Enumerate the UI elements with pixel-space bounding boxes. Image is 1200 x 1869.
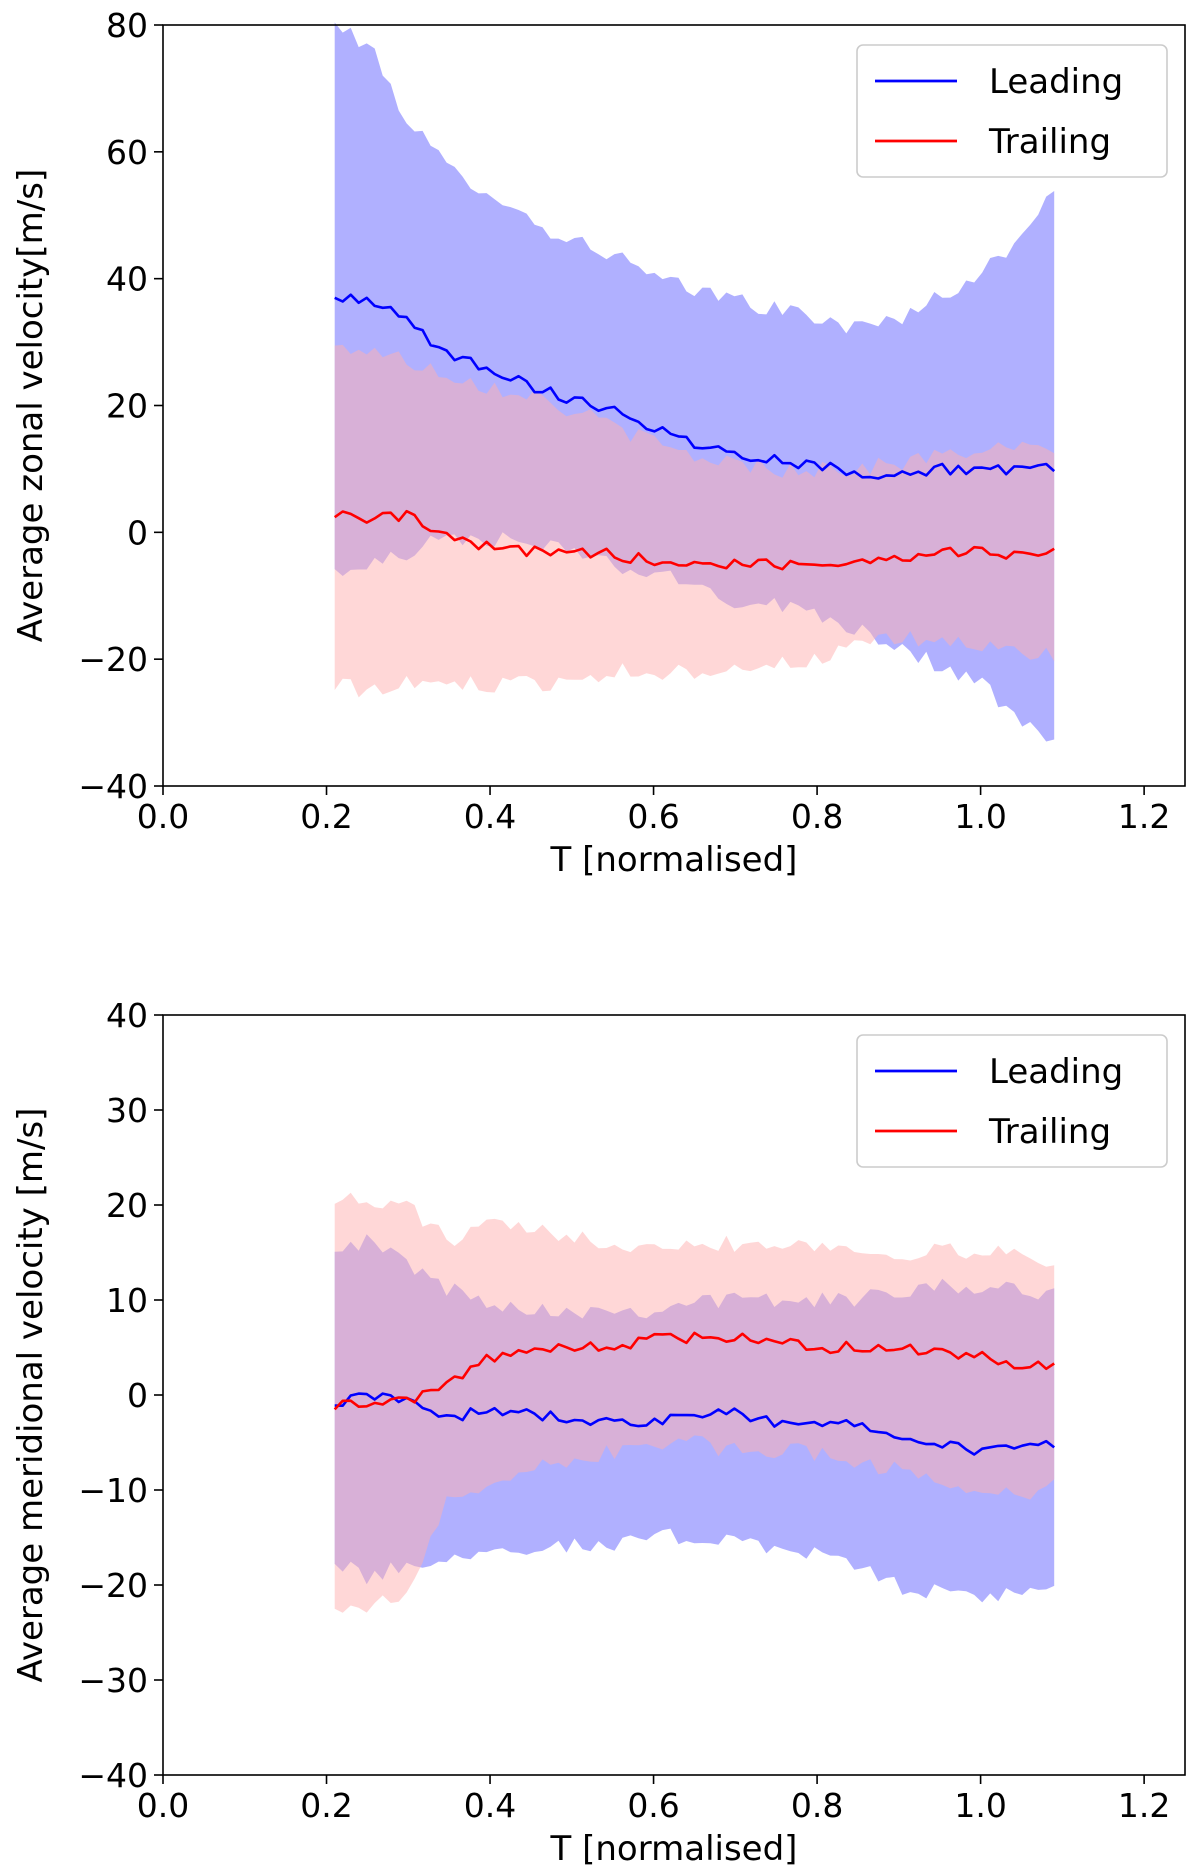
y-tick-label: −10	[78, 1471, 148, 1510]
line-trailing	[333, 509, 1055, 571]
legend: Leading Trailing	[856, 44, 1168, 178]
y-tick-label: 40	[106, 996, 148, 1035]
x-tick-label: 0.6	[627, 1786, 679, 1825]
x-tick-label: 0.8	[791, 1786, 843, 1825]
chart-panel-zonal: 0.0 0.2 0.4 0.6 0.8 1.0 1.2 −40 −20 0 20 40 60 80 T [n…	[11, 6, 1186, 880]
x-tick-label: 0.4	[464, 797, 516, 836]
x-tick-label: 0.0	[137, 1786, 189, 1825]
line-trailing	[333, 1331, 1055, 1411]
legend-box	[856, 44, 1168, 178]
y-tick-label: 80	[106, 6, 148, 45]
x-tick-label: 0.4	[464, 1786, 516, 1825]
y-tick-label: 40	[106, 260, 148, 299]
y-tick-label: 20	[106, 387, 148, 426]
legend-label-trailing: Trailing	[988, 122, 1111, 162]
x-tick-label: 1.2	[1118, 797, 1170, 836]
band-trailing	[334, 344, 1055, 698]
x-tick-label: 0.2	[300, 1786, 352, 1825]
y-tick-label: 30	[106, 1091, 148, 1130]
x-tick-label: 1.2	[1118, 1786, 1170, 1825]
line-leading	[334, 293, 1056, 480]
legend-box	[856, 1034, 1168, 1168]
x-tick-label: 0.6	[627, 797, 679, 836]
legend-label-leading: Leading	[989, 1052, 1123, 1092]
y-tick-label: 60	[106, 133, 148, 172]
chart-panel-meridional: 0.0 0.2 0.4 0.6 0.8 1.0 1.2 −40 −30 −20 −10 0 10 20 30…	[11, 996, 1186, 1869]
y-tick-label: −40	[78, 767, 148, 806]
x-axis-title: T [normalised]	[550, 1829, 798, 1869]
y-tick-label: −20	[78, 640, 148, 679]
y-tick-label: −20	[78, 1566, 148, 1605]
x-tick-label: 0.2	[300, 797, 352, 836]
line-leading	[334, 1392, 1055, 1456]
x-tick-label: 1.0	[954, 797, 1006, 836]
legend: Leading Trailing	[856, 1034, 1168, 1168]
y-tick-label: −30	[78, 1661, 148, 1700]
y-tick-label: 0	[127, 1376, 148, 1415]
x-tick-label: 0.0	[137, 797, 189, 836]
y-tick-label: 0	[127, 513, 148, 552]
x-tick-label: 1.0	[954, 1786, 1006, 1825]
band-trailing	[334, 1192, 1055, 1613]
legend-label-trailing: Trailing	[988, 1112, 1111, 1152]
y-tick-label: −40	[78, 1756, 148, 1795]
legend-label-leading: Leading	[989, 62, 1123, 102]
y-axis-title: Average meridional velocity [m/s]	[11, 1108, 51, 1683]
bands	[334, 1192, 1055, 1613]
x-axis-title: T [normalised]	[550, 840, 798, 880]
y-tick-label: 10	[106, 1281, 148, 1320]
y-tick-label: 20	[106, 1186, 148, 1225]
x-tick-label: 0.8	[791, 797, 843, 836]
y-axis-title: Average zonal velocity[m/s]	[11, 169, 51, 642]
